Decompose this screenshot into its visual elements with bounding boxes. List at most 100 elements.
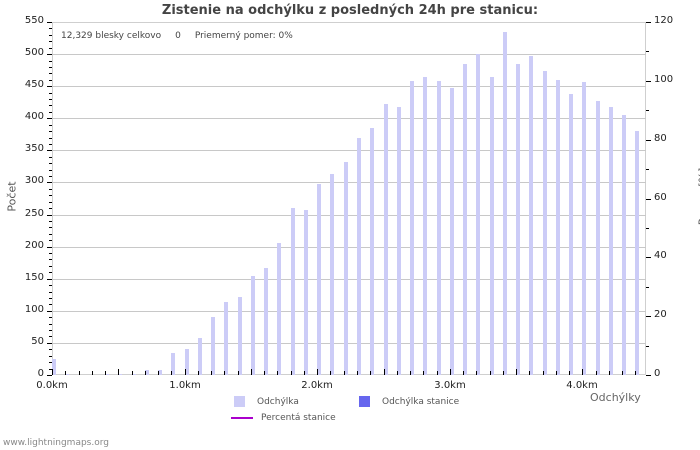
- x-tick: [105, 371, 106, 375]
- x-tick-label: 4.0km: [566, 380, 598, 391]
- y-minor-tick: [49, 80, 52, 81]
- total-strikes: 12,329 blesky celkovo: [61, 31, 162, 41]
- footer-link[interactable]: www.lightningmaps.org: [3, 438, 109, 448]
- x-tick: [397, 371, 398, 375]
- y-minor-tick: [49, 285, 52, 286]
- x-tick: [596, 371, 597, 375]
- y-axis-right-title: Pomer [%]: [696, 167, 700, 226]
- data-bar: [145, 370, 149, 375]
- x-tick-label: 0.0km: [36, 380, 68, 391]
- data-bar: [264, 268, 268, 375]
- data-bar: [158, 370, 162, 375]
- y-minor-tick: [49, 202, 52, 203]
- x-tick: [423, 371, 424, 375]
- data-bar: [569, 94, 573, 375]
- gridline: [52, 343, 646, 344]
- x-tick: [92, 371, 93, 375]
- y-right-tick-label: 60: [654, 192, 667, 203]
- y-right-tick-label: 40: [654, 250, 667, 261]
- data-bar: [397, 107, 401, 375]
- plot-frame: [52, 22, 646, 375]
- y-minor-tick: [49, 125, 52, 126]
- x-tick: [529, 371, 530, 375]
- data-bar: [635, 131, 639, 375]
- y-minor-tick: [49, 259, 52, 260]
- y-minor-tick: [49, 61, 52, 62]
- y-minor-tick: [49, 48, 52, 49]
- y-tick: [47, 54, 52, 55]
- y-minor-tick: [49, 369, 52, 370]
- y-tick: [47, 182, 52, 183]
- data-bar: [211, 317, 215, 375]
- x-tick: [304, 371, 305, 375]
- x-tick: [609, 371, 610, 375]
- y-right-minor-tick: [646, 346, 649, 347]
- x-tick: [171, 371, 172, 375]
- data-bar: [516, 64, 520, 375]
- y-minor-tick: [49, 189, 52, 190]
- y-tick-label: 350: [24, 143, 44, 154]
- x-axis-title: Odchýlky: [590, 391, 641, 404]
- x-tick: [516, 369, 517, 375]
- y-minor-tick: [49, 234, 52, 235]
- y-minor-tick: [49, 266, 52, 267]
- y-minor-tick: [49, 195, 52, 196]
- y-minor-tick: [49, 138, 52, 139]
- data-bar: [118, 374, 122, 375]
- y-minor-tick: [49, 292, 52, 293]
- y-right-minor-tick: [646, 228, 649, 229]
- data-bar: [277, 243, 281, 375]
- data-bar: [609, 107, 613, 375]
- y-minor-tick: [49, 227, 52, 228]
- y-minor-tick: [49, 362, 52, 363]
- data-bar: [490, 77, 494, 375]
- data-bar: [198, 338, 202, 375]
- y-minor-tick: [49, 253, 52, 254]
- x-tick: [410, 371, 411, 375]
- y-tick-label: 250: [24, 208, 44, 219]
- x-tick: [264, 371, 265, 375]
- legend-label: Odchýlka: [257, 396, 299, 407]
- data-bar: [503, 32, 507, 375]
- y-tick-label: 200: [24, 240, 44, 251]
- y-right-tick: [646, 140, 651, 141]
- y-right-tick-label: 0: [654, 368, 661, 379]
- y-tick-label: 550: [24, 15, 44, 26]
- legend-item-odchylka: Odchýlka: [234, 396, 299, 407]
- y-axis-left-title: Počet: [5, 181, 19, 212]
- y-minor-tick: [49, 35, 52, 36]
- y-minor-tick: [49, 304, 52, 305]
- legend-item-percenta-stanice: Percentá stanice: [231, 413, 336, 423]
- y-right-minor-tick: [646, 110, 649, 111]
- data-bar: [65, 374, 69, 375]
- average-ratio: Priemerný pomer: 0%: [194, 31, 293, 41]
- x-tick: [582, 369, 583, 375]
- x-tick-label: 3.0km: [434, 380, 466, 391]
- data-bar: [357, 138, 361, 375]
- stats-line: 12,329 blesky celkovo 0 Priemerný pomer: 0…: [61, 31, 307, 41]
- chart-title: Zistenie na odchýlku z posledných 24h pr…: [161, 3, 539, 18]
- y-tick: [47, 247, 52, 248]
- y-tick: [47, 343, 52, 344]
- y-right-tick: [646, 199, 651, 200]
- x-tick: [622, 371, 623, 375]
- y-right-tick: [646, 316, 651, 317]
- x-tick: [476, 371, 477, 375]
- y-minor-tick: [49, 324, 52, 325]
- x-tick: [543, 371, 544, 375]
- x-tick: [277, 371, 278, 375]
- data-bar: [423, 77, 427, 375]
- y-right-minor-tick: [646, 287, 649, 288]
- x-tick: [344, 371, 345, 375]
- y-minor-tick: [49, 131, 52, 132]
- y-tick-label: 50: [31, 336, 44, 347]
- legend-label: Odchýlka stanice: [382, 396, 460, 407]
- data-bar: [437, 81, 441, 375]
- y-minor-tick: [49, 99, 52, 100]
- gridline: [52, 215, 646, 216]
- gridline: [52, 118, 646, 119]
- x-tick: [238, 371, 239, 375]
- y-minor-tick: [49, 170, 52, 171]
- data-bar: [304, 210, 308, 375]
- data-bar: [52, 359, 56, 375]
